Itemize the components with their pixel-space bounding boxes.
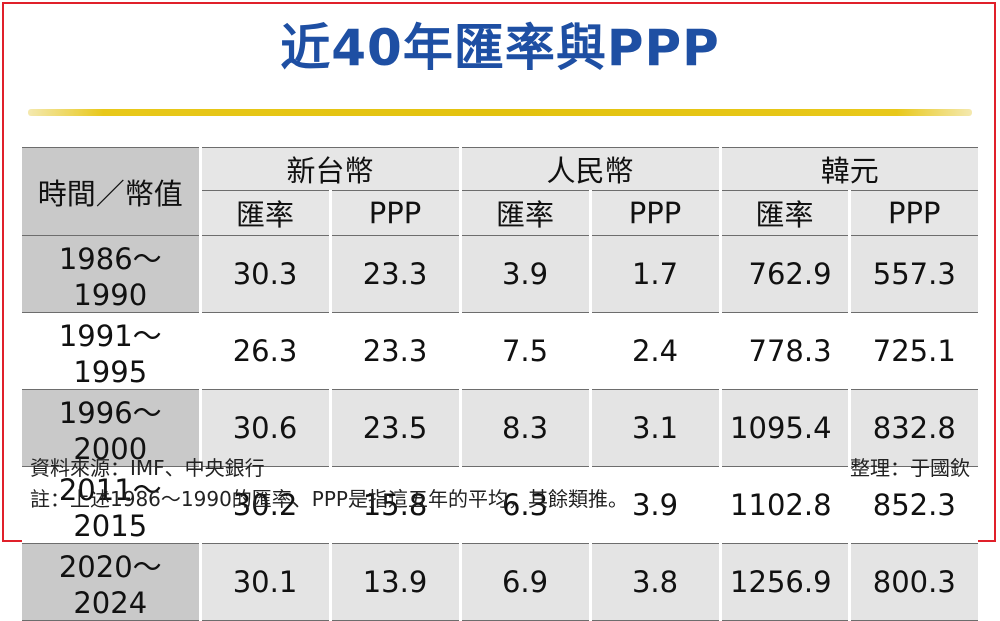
value-cell: 778.3 <box>718 312 850 390</box>
value-cell: 23.3 <box>328 235 461 313</box>
subheader-ppp: PPP <box>847 190 979 236</box>
value-cell: 3.1 <box>588 389 721 467</box>
period-cell: 1996～2000 <box>22 389 202 467</box>
value-cell: 762.9 <box>718 235 850 313</box>
table-row: 1986～1990 30.3 23.3 3.9 1.7 762.9 557.3 <box>22 235 979 313</box>
period-cell: 2011～2015 <box>22 466 202 544</box>
value-cell: 30.3 <box>200 235 330 313</box>
value-cell: 1102.8 <box>718 466 850 544</box>
subheader-ppp: PPP <box>588 190 721 236</box>
value-cell: 852.3 <box>847 466 979 544</box>
value-cell: 3.9 <box>458 235 591 313</box>
period-cell: 1991～1995 <box>22 312 202 390</box>
value-cell: 30.1 <box>200 543 330 621</box>
table-row: 1991～1995 26.3 23.3 7.5 2.4 778.3 725.1 <box>22 312 979 390</box>
group-header-twd: 新台幣 <box>200 147 461 191</box>
value-cell: 23.3 <box>328 312 461 390</box>
group-header-krw: 韓元 <box>718 147 979 191</box>
value-cell: 3.9 <box>588 466 721 544</box>
source-note: 資料來源：IMF、中央銀行 <box>30 456 265 480</box>
value-cell: 2.4 <box>588 312 721 390</box>
value-cell: 1256.9 <box>718 543 850 621</box>
value-cell: 26.3 <box>200 312 330 390</box>
value-cell: 8.3 <box>458 389 591 467</box>
value-cell: 557.3 <box>847 235 979 313</box>
table-row: 2020～2024 30.1 13.9 6.9 3.8 1256.9 800.3 <box>22 543 979 621</box>
table-row: 1996～2000 30.6 23.5 8.3 3.1 1095.4 832.8 <box>22 389 979 467</box>
data-table: 時間／幣值 新台幣 人民幣 韓元 匯率 PPP 匯率 PPP 匯率 PPP 19… <box>22 147 979 621</box>
header-row-groups: 時間／幣值 新台幣 人民幣 韓元 <box>22 147 979 236</box>
value-cell: 6.9 <box>458 543 591 621</box>
value-cell: 30.2 <box>200 466 330 544</box>
subheader-rate: 匯率 <box>458 190 591 236</box>
subheader-ppp: PPP <box>328 190 461 236</box>
period-cell: 1986～1990 <box>22 235 202 313</box>
value-cell: 725.1 <box>847 312 979 390</box>
title-underline <box>28 109 972 116</box>
group-header-cny: 人民幣 <box>458 147 721 191</box>
subheader-rate: 匯率 <box>718 190 850 236</box>
corner-header: 時間／幣值 <box>22 147 202 236</box>
subheader-rate: 匯率 <box>200 190 330 236</box>
value-cell: 6.3 <box>458 466 591 544</box>
footnote: 註：上述1986～1990的匯率、PPP是指這五年的平均，其餘類推。 <box>30 487 628 511</box>
value-cell: 30.6 <box>200 389 330 467</box>
table-row: 2011～2015 30.2 15.8 6.3 3.9 1102.8 852.3 <box>22 466 979 544</box>
value-cell: 800.3 <box>847 543 979 621</box>
value-cell: 23.5 <box>328 389 461 467</box>
value-cell: 13.9 <box>328 543 461 621</box>
editor-credit: 整理：于國欽 <box>850 456 970 480</box>
period-cell: 2020～2024 <box>22 543 202 621</box>
header-row-subcolumns: 匯率 PPP 匯率 PPP 匯率 PPP <box>22 190 979 236</box>
value-cell: 832.8 <box>847 389 979 467</box>
value-cell: 7.5 <box>458 312 591 390</box>
chart-title: 近40年匯率與PPP <box>280 19 720 77</box>
value-cell: 1.7 <box>588 235 721 313</box>
value-cell: 1095.4 <box>718 389 850 467</box>
value-cell: 3.8 <box>588 543 721 621</box>
value-cell: 15.8 <box>328 466 461 544</box>
